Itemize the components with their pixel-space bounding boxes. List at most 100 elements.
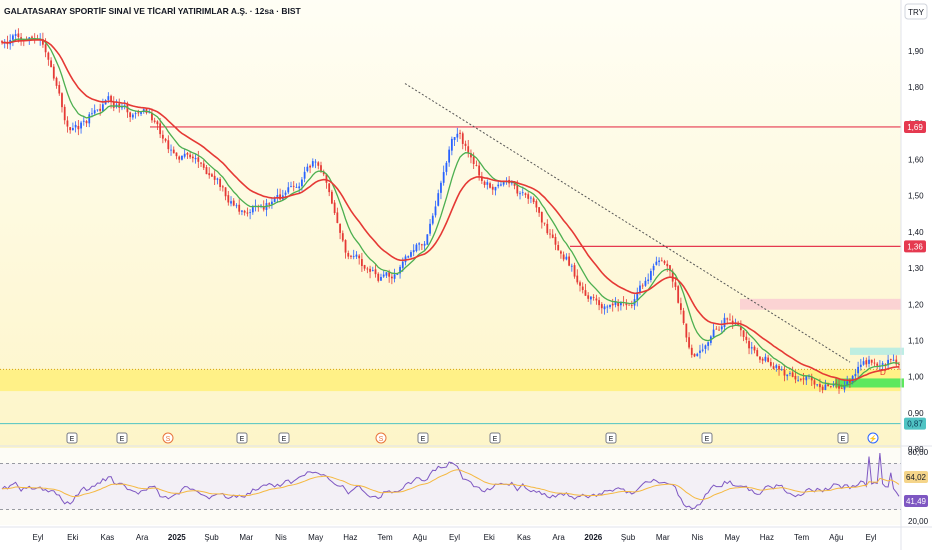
- candle-body[interactable]: [347, 252, 350, 257]
- candle-body[interactable]: [712, 329, 715, 338]
- candle-body[interactable]: [153, 120, 156, 122]
- earnings-marker-icon[interactable]: [236, 432, 248, 444]
- candle-body[interactable]: [459, 132, 461, 134]
- event-marker[interactable]: S: [162, 432, 174, 444]
- candle-body[interactable]: [827, 384, 830, 387]
- candle-body[interactable]: [666, 263, 669, 267]
- candle-body[interactable]: [396, 274, 399, 275]
- candle-body[interactable]: [660, 260, 663, 262]
- candle-body[interactable]: [249, 212, 252, 214]
- candle-body[interactable]: [358, 255, 361, 259]
- candle-body[interactable]: [194, 157, 197, 160]
- candle-body[interactable]: [606, 306, 609, 308]
- candle-body[interactable]: [41, 39, 44, 45]
- candle-body[interactable]: [560, 251, 562, 254]
- candle-body[interactable]: [671, 271, 674, 282]
- candle-body[interactable]: [431, 215, 434, 224]
- candle-body[interactable]: [178, 156, 181, 160]
- candle-body[interactable]: [701, 349, 704, 351]
- candle-body[interactable]: [759, 356, 761, 360]
- candle-body[interactable]: [502, 182, 505, 185]
- candle-body[interactable]: [55, 77, 58, 86]
- candle-body[interactable]: [857, 366, 860, 374]
- candle-body[interactable]: [197, 157, 200, 162]
- candle-body[interactable]: [241, 210, 243, 212]
- candle-body[interactable]: [401, 261, 404, 268]
- candle-body[interactable]: [641, 285, 644, 287]
- candle-body[interactable]: [423, 243, 426, 246]
- candle-body[interactable]: [549, 233, 551, 235]
- candle-body[interactable]: [868, 359, 870, 364]
- candle-body[interactable]: [235, 205, 238, 207]
- candle-body[interactable]: [445, 162, 448, 172]
- candle-body[interactable]: [352, 256, 355, 258]
- candle-body[interactable]: [718, 329, 720, 331]
- candle-body[interactable]: [325, 174, 328, 183]
- candle-body[interactable]: [91, 113, 93, 115]
- candle-body[interactable]: [649, 271, 652, 281]
- candle-body[interactable]: [101, 104, 104, 112]
- candle-body[interactable]: [151, 112, 153, 121]
- flash-marker-icon[interactable]: [867, 432, 879, 444]
- candle-body[interactable]: [262, 206, 265, 210]
- candle-body[interactable]: [66, 120, 69, 127]
- candle-body[interactable]: [565, 256, 568, 260]
- candle-body[interactable]: [876, 363, 879, 366]
- candle-body[interactable]: [764, 356, 767, 361]
- candle-body[interactable]: [20, 37, 22, 40]
- candle-body[interactable]: [590, 296, 592, 300]
- candle-body[interactable]: [107, 96, 110, 100]
- candle-body[interactable]: [412, 250, 415, 253]
- candle-body[interactable]: [819, 384, 821, 388]
- candle-body[interactable]: [854, 373, 857, 377]
- candle-body[interactable]: [382, 274, 385, 277]
- candle-body[interactable]: [410, 252, 412, 257]
- candle-body[interactable]: [720, 326, 723, 330]
- candle-body[interactable]: [71, 128, 74, 131]
- candle-body[interactable]: [461, 133, 464, 144]
- candle-body[interactable]: [311, 161, 314, 167]
- candle-body[interactable]: [799, 378, 802, 380]
- candle-body[interactable]: [810, 376, 813, 381]
- candle-body[interactable]: [227, 195, 230, 203]
- candle-body[interactable]: [824, 384, 827, 390]
- event-marker[interactable]: E: [278, 432, 290, 444]
- candle-body[interactable]: [715, 328, 718, 330]
- candle-body[interactable]: [693, 353, 696, 357]
- earnings-marker-icon[interactable]: [837, 432, 849, 444]
- candle-body[interactable]: [603, 306, 606, 310]
- candle-body[interactable]: [630, 305, 633, 306]
- candle-body[interactable]: [551, 234, 554, 238]
- candle-body[interactable]: [802, 378, 805, 380]
- candle-body[interactable]: [221, 186, 224, 188]
- candle-body[interactable]: [333, 202, 336, 214]
- candle-body[interactable]: [328, 183, 331, 193]
- candle-body[interactable]: [723, 317, 726, 328]
- earnings-marker-icon[interactable]: [66, 432, 78, 444]
- candle-body[interactable]: [52, 66, 55, 79]
- candle-body[interactable]: [314, 161, 317, 163]
- candle-body[interactable]: [554, 236, 557, 245]
- candle-body[interactable]: [636, 292, 639, 301]
- candle-body[interactable]: [543, 222, 546, 224]
- candle-body[interactable]: [884, 364, 887, 366]
- candle-body[interactable]: [292, 185, 295, 187]
- candle-body[interactable]: [350, 255, 352, 257]
- candle-body[interactable]: [50, 60, 52, 68]
- candle-body[interactable]: [99, 108, 102, 111]
- candle-body[interactable]: [85, 121, 88, 124]
- candle-body[interactable]: [77, 125, 80, 130]
- candle-body[interactable]: [360, 259, 363, 267]
- candle-body[interactable]: [287, 187, 290, 193]
- candle-body[interactable]: [546, 223, 549, 234]
- earnings-marker-icon[interactable]: [278, 432, 290, 444]
- event-marker[interactable]: E: [837, 432, 849, 444]
- candle-body[interactable]: [88, 114, 91, 124]
- candle-body[interactable]: [478, 165, 481, 176]
- candle-body[interactable]: [202, 163, 205, 168]
- candle-body[interactable]: [426, 234, 429, 245]
- candle-body[interactable]: [791, 372, 794, 377]
- candle-body[interactable]: [393, 274, 396, 279]
- candle-body[interactable]: [614, 301, 617, 305]
- dividend-marker-icon[interactable]: [162, 432, 174, 444]
